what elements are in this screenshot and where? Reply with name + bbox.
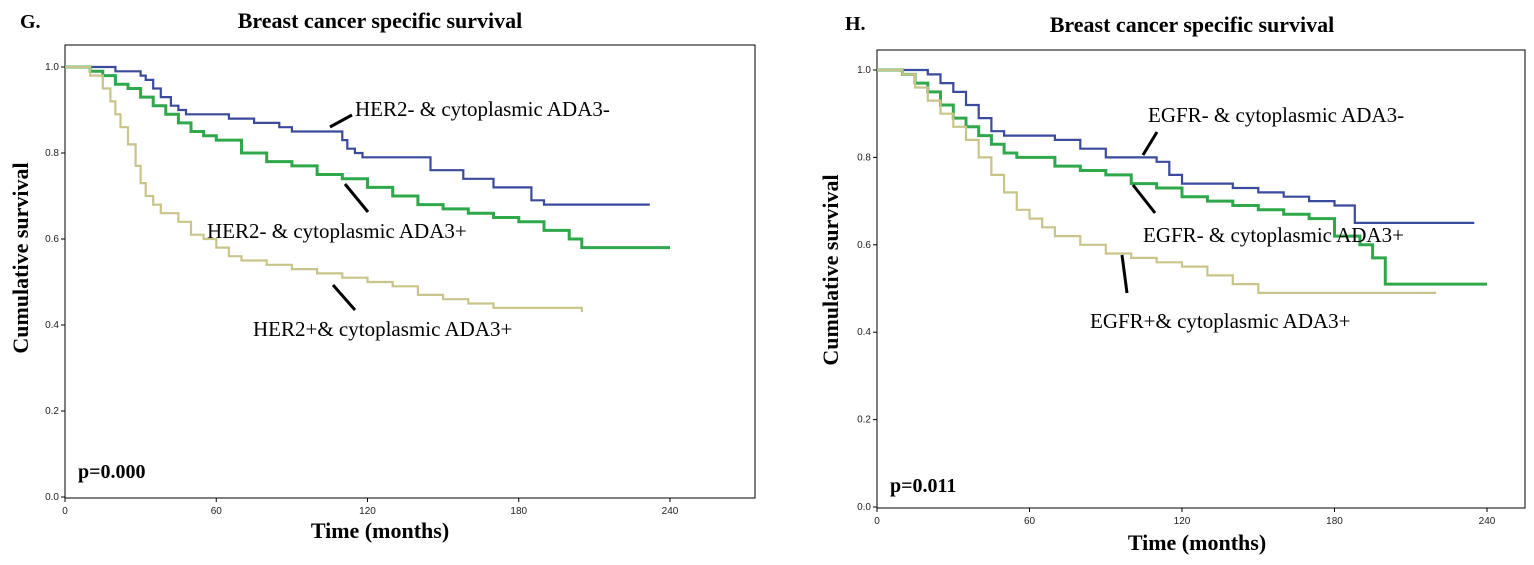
p-value: p=0.011 [890, 475, 956, 497]
y-tick-label: 0.6 [45, 234, 59, 245]
series-line [877, 68, 1487, 286]
annotation-label: EGFR+& cytoplasmic ADA3+ [1090, 309, 1351, 333]
x-axis-title: Time (months) [311, 518, 449, 543]
x-tick-label: 60 [1024, 516, 1036, 527]
pointer-line [1131, 184, 1157, 214]
series-group [65, 65, 670, 313]
y-tick-label: 0.2 [45, 406, 59, 417]
pointer-line [1120, 254, 1129, 294]
x-tick-label: 60 [211, 506, 223, 517]
y-axis-title: Cumulative survival [818, 174, 843, 365]
y-tick-label: 0.6 [857, 240, 871, 251]
annotation-label: HER2- & cytoplasmic ADA3+ [207, 219, 467, 243]
annotation-pointers [1120, 131, 1159, 294]
axes: 0.0 0.2 0.4 0.6 0.8 1.0 0 60 120 180 240 [45, 62, 679, 517]
panel-h: H. Breast cancer specific survival Cumul… [818, 12, 1526, 555]
axes: 0.0 0.2 0.4 0.6 0.8 1.0 0 60 120 180 240 [857, 65, 1496, 527]
pointer-line [331, 284, 357, 311]
x-tick-label: 240 [662, 506, 679, 517]
y-tick-label: 0.4 [857, 327, 871, 338]
y-tick-label: 0.2 [857, 415, 871, 426]
annotation-pointers [329, 113, 370, 311]
pointer-line [1141, 131, 1159, 156]
chart-title: Breast cancer specific survival [238, 8, 523, 33]
annotation-label: EGFR- & cytoplasmic ADA3+ [1143, 223, 1404, 247]
y-tick-label: 0.4 [45, 320, 59, 331]
x-tick-label: 240 [1479, 516, 1496, 527]
y-tick-label: 0.0 [857, 502, 871, 513]
series-group [877, 68, 1487, 294]
p-value: p=0.000 [78, 461, 146, 483]
x-tick-label: 0 [62, 506, 68, 517]
pointer-line [343, 183, 370, 213]
x-tick-label: 120 [359, 506, 376, 517]
series-line [65, 65, 583, 313]
x-tick-label: 180 [1326, 516, 1343, 527]
plot-frame [64, 44, 756, 499]
pointer-line [329, 113, 353, 129]
series-line [877, 68, 1475, 224]
y-tick-label: 1.0 [857, 65, 871, 76]
series-line [65, 65, 670, 250]
x-tick-label: 180 [510, 506, 527, 517]
series-line [65, 65, 650, 206]
y-tick-label: 1.0 [45, 62, 59, 73]
y-tick-label: 0.8 [45, 148, 59, 159]
x-tick-label: 0 [874, 516, 880, 527]
series-line [877, 68, 1437, 294]
panel-g: G. Breast cancer specific survival Cumul… [8, 8, 756, 543]
annotation-label: HER2+& cytoplasmic ADA3+ [253, 317, 512, 341]
y-tick-label: 0.8 [857, 152, 871, 163]
y-axis-title: Cumulative survival [8, 162, 33, 353]
chart-title: Breast cancer specific survival [1050, 12, 1335, 37]
x-tick-label: 120 [1174, 516, 1191, 527]
panel-letter: H. [845, 13, 866, 35]
plot-frame [876, 49, 1526, 509]
panel-letter: G. [20, 11, 41, 33]
annotation-label: EGFR- & cytoplasmic ADA3- [1148, 103, 1404, 127]
y-tick-label: 0.0 [45, 492, 59, 503]
x-axis-title: Time (months) [1128, 530, 1266, 555]
annotation-label: HER2- & cytoplasmic ADA3- [355, 97, 610, 121]
